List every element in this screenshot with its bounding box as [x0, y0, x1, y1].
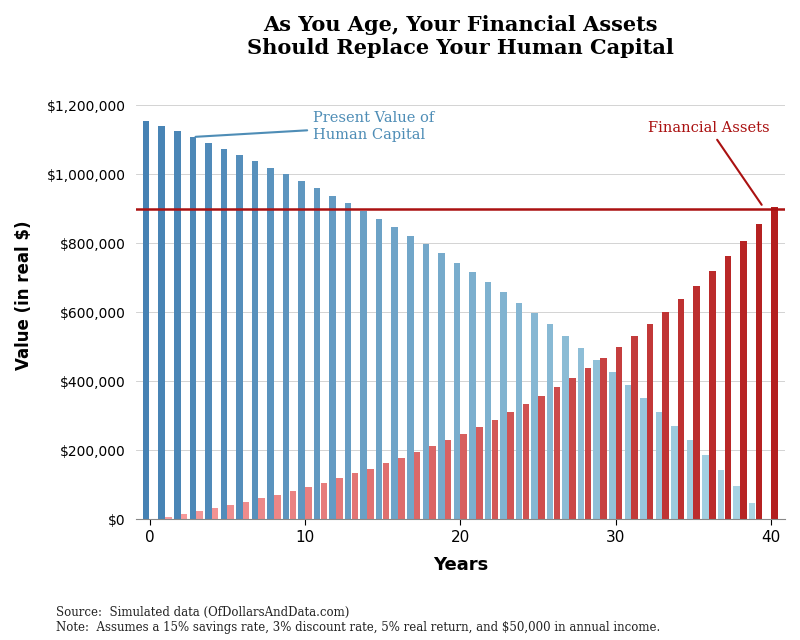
Bar	[516, 303, 522, 519]
Bar	[718, 470, 724, 519]
Bar	[227, 505, 234, 519]
Bar	[609, 372, 615, 519]
Bar	[445, 440, 451, 519]
Bar	[625, 385, 631, 519]
Text: Source:  Simulated data (OfDollarsAndData.com)
Note:  Assumes a 15% savings rate: Source: Simulated data (OfDollarsAndData…	[56, 605, 660, 634]
Bar	[547, 324, 554, 519]
Bar	[321, 483, 327, 519]
Bar	[330, 196, 336, 519]
Bar	[485, 282, 491, 519]
Bar	[305, 487, 312, 519]
Bar	[491, 420, 498, 519]
Bar	[190, 137, 196, 519]
Bar	[702, 455, 709, 519]
Bar	[570, 378, 576, 519]
Bar	[166, 516, 172, 519]
Bar	[438, 253, 445, 519]
Bar	[376, 219, 382, 519]
Bar	[507, 412, 514, 519]
Bar	[725, 257, 731, 519]
Bar	[771, 207, 778, 519]
Bar	[531, 314, 538, 519]
Bar	[336, 478, 342, 519]
Bar	[686, 440, 693, 519]
Bar	[709, 271, 715, 519]
Bar	[756, 224, 762, 519]
Bar	[267, 168, 274, 519]
Bar	[221, 148, 227, 519]
Bar	[243, 502, 250, 519]
Bar	[430, 447, 436, 519]
Bar	[158, 126, 165, 519]
Bar	[616, 348, 622, 519]
Bar	[407, 236, 414, 519]
Bar	[252, 161, 258, 519]
Bar	[500, 292, 506, 519]
Bar	[382, 463, 390, 519]
Bar	[422, 244, 429, 519]
Text: Financial Assets: Financial Assets	[648, 121, 770, 205]
Bar	[352, 474, 358, 519]
Bar	[594, 360, 600, 519]
Bar	[647, 324, 654, 519]
Bar	[662, 312, 669, 519]
Title: As You Age, Your Financial Assets
Should Replace Your Human Capital: As You Age, Your Financial Assets Should…	[247, 15, 674, 58]
Bar	[212, 508, 218, 519]
Bar	[678, 300, 685, 519]
Y-axis label: Value (in real $): Value (in real $)	[15, 220, 33, 370]
Bar	[538, 396, 545, 519]
Bar	[454, 262, 460, 519]
Bar	[290, 491, 296, 519]
Bar	[578, 348, 585, 519]
Text: Present Value of
Human Capital: Present Value of Human Capital	[195, 111, 434, 141]
Bar	[345, 203, 351, 519]
Bar	[640, 398, 646, 519]
Bar	[205, 143, 211, 519]
Bar	[398, 458, 405, 519]
Bar	[461, 434, 467, 519]
Bar	[671, 426, 678, 519]
Bar	[414, 452, 420, 519]
X-axis label: Years: Years	[433, 556, 488, 574]
Bar	[562, 336, 569, 519]
Bar	[740, 241, 746, 519]
Bar	[655, 412, 662, 519]
Bar	[554, 387, 560, 519]
Bar	[274, 495, 281, 519]
Bar	[196, 511, 203, 519]
Bar	[391, 227, 398, 519]
Bar	[143, 120, 150, 519]
Bar	[361, 211, 367, 519]
Bar	[174, 131, 181, 519]
Bar	[298, 181, 305, 519]
Bar	[694, 285, 700, 519]
Bar	[600, 358, 607, 519]
Bar	[522, 404, 529, 519]
Bar	[734, 486, 740, 519]
Bar	[236, 155, 242, 519]
Bar	[469, 272, 476, 519]
Bar	[749, 502, 755, 519]
Bar	[631, 336, 638, 519]
Bar	[314, 188, 320, 519]
Bar	[476, 427, 482, 519]
Bar	[258, 498, 265, 519]
Bar	[585, 368, 591, 519]
Bar	[181, 514, 187, 519]
Bar	[367, 468, 374, 519]
Bar	[282, 174, 290, 519]
